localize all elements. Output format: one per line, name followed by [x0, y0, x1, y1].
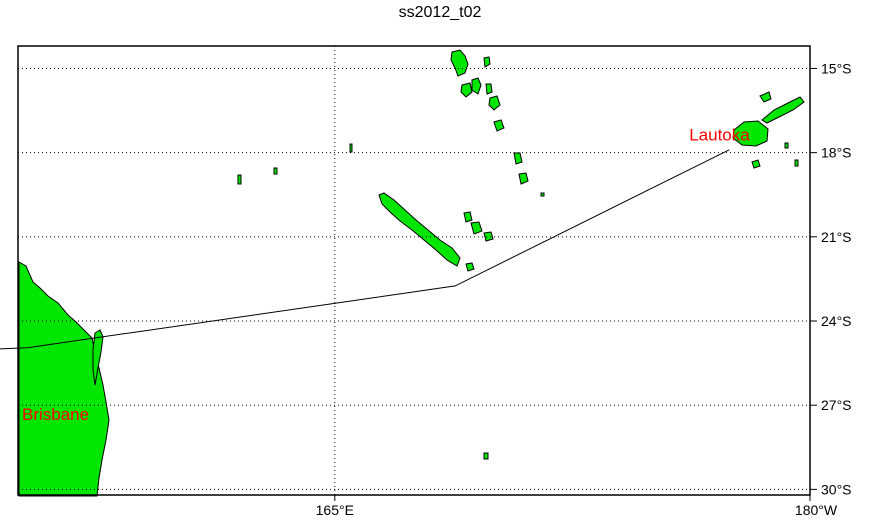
- loyalty-islet: [463, 211, 473, 223]
- port-label: Lautoka: [689, 125, 750, 144]
- axis-labels: 15°S 18°S 21°S 24°S 27°S 30°S 165°E 180°W: [316, 60, 852, 518]
- vanuatu-islet: [460, 82, 473, 98]
- vanua-levu-island: [761, 96, 805, 124]
- land-masses: [18, 49, 805, 497]
- vanuatu-islet: [518, 172, 529, 185]
- vanuatu-islet: [485, 83, 493, 95]
- loyalty-islet: [483, 231, 494, 242]
- port-labels: Brisbane Lautoka: [22, 125, 750, 424]
- lat-tick-label: 21°S: [821, 229, 852, 245]
- port-label: Brisbane: [22, 405, 89, 424]
- viti-levu-island: [732, 120, 769, 147]
- lat-tick-label: 15°S: [821, 60, 852, 76]
- islet: [273, 167, 278, 175]
- lat-tick-label: 18°S: [821, 145, 852, 161]
- vanuatu-islet: [488, 95, 501, 111]
- islet: [237, 174, 242, 185]
- ship-route-line: [0, 149, 730, 350]
- lat-tick-label: 27°S: [821, 397, 852, 413]
- fiji-islet: [759, 91, 772, 103]
- efate-island: [493, 119, 505, 132]
- map-frame: [17, 45, 811, 496]
- graticule: [18, 46, 811, 495]
- lon-tick-label: 180°W: [795, 502, 838, 518]
- vanuatu-islet: [513, 152, 523, 165]
- vanuatu-islet: [483, 56, 491, 68]
- islet: [483, 452, 489, 460]
- islet: [349, 143, 353, 153]
- islet: [784, 142, 789, 149]
- espiritu-santo-island: [450, 49, 469, 77]
- islet: [794, 159, 799, 167]
- islet: [540, 192, 545, 197]
- lat-tick-label: 30°S: [821, 481, 852, 497]
- lat-tick-label: 24°S: [821, 313, 852, 329]
- map-title: ss2012_t02: [398, 4, 482, 21]
- new-caledonia-island: [378, 192, 461, 267]
- vanuatu-islet: [471, 77, 482, 95]
- fiji-islet: [751, 159, 761, 169]
- isle-of-pines: [465, 262, 475, 272]
- loyalty-islet: [470, 221, 483, 235]
- lon-tick-label: 165°E: [316, 502, 354, 518]
- fraser-island: [92, 329, 104, 386]
